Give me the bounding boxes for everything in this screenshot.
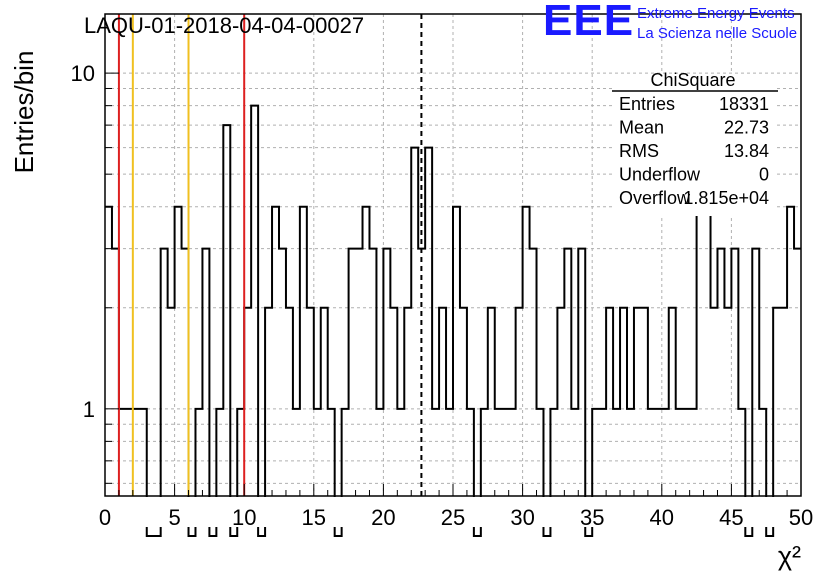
x-tick-label: 15 (302, 505, 326, 530)
stats-label: Entries (619, 94, 675, 114)
x-axis-label: χ² (778, 541, 801, 571)
stats-value: 0 (759, 165, 769, 185)
stats-title: ChiSquare (650, 70, 735, 90)
y-tick-label: 1 (83, 397, 95, 422)
y-tick-label: 10 (71, 61, 95, 86)
histogram-line (105, 104, 801, 537)
x-tick-label: 35 (580, 505, 604, 530)
axis-mask (103, 497, 803, 527)
x-tick-label: 30 (510, 505, 534, 530)
stats-box (612, 74, 774, 216)
x-tick-label: 5 (168, 505, 180, 530)
logo-line-1: Extreme Energy Events (637, 5, 795, 22)
y-axis-label: Entries/bin (9, 51, 39, 174)
x-tick-label: 25 (441, 505, 465, 530)
stats-label: Overflow (619, 188, 691, 208)
x-tick-label: 40 (650, 505, 674, 530)
stats-value: 1.815e+04 (683, 188, 769, 208)
x-tick-label: 50 (789, 505, 813, 530)
logo-line-2: La Scienza nelle Scuole (637, 25, 798, 42)
chart-title: LAQU-01-2018-04-04-00027 (84, 13, 364, 38)
stats-label: Mean (619, 118, 664, 138)
stats-value: 18331 (719, 94, 769, 114)
stats-value: 22.73 (724, 118, 769, 138)
x-tick-label: 45 (719, 505, 743, 530)
eee-logo: EEE Extreme Energy Events La Scienza nel… (543, 0, 833, 46)
x-tick-label: 10 (232, 505, 256, 530)
x-tick-label: 0 (99, 505, 111, 530)
stats-value: 13.84 (724, 141, 769, 161)
x-tick-label: 20 (371, 505, 395, 530)
stats-label: Underflow (619, 165, 701, 185)
stats-label: RMS (619, 141, 659, 161)
eee-logo-mark: EEE (543, 0, 635, 45)
